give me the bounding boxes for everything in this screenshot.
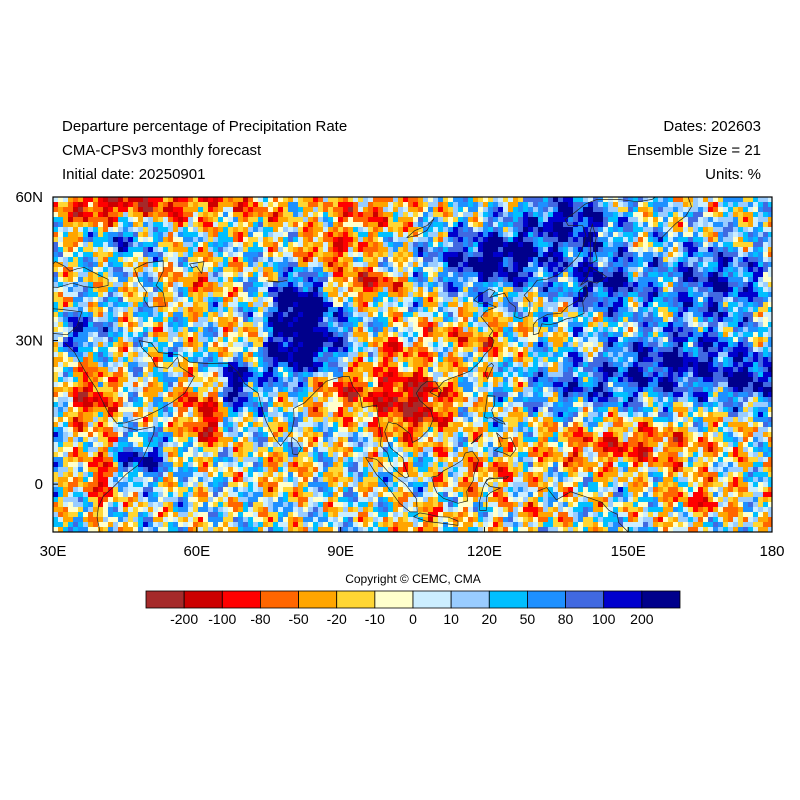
coastlines [53, 197, 692, 532]
colorbar-label: 200 [630, 611, 654, 627]
lon-tick-label: 180 [759, 543, 784, 560]
lon-tick-label: 30E [40, 543, 67, 560]
colorbar-swatch [450, 590, 490, 609]
colorbar-label: -100 [208, 611, 236, 627]
lon-tick-label: 120E [467, 543, 502, 560]
axis-ticks: 30E 60E 90E 120E 150E 180 60N 30N 0 [15, 189, 784, 560]
coastline [365, 456, 418, 513]
colorbar-swatch [221, 590, 261, 609]
coastline [291, 436, 302, 456]
coastline [589, 223, 598, 265]
map-subtitle: CMA-CPSv3 monthly forecast [62, 142, 262, 159]
coastline [493, 432, 517, 457]
colorbar-label: -10 [365, 611, 385, 627]
colorbar-swatch [641, 590, 681, 609]
coastline [266, 279, 287, 283]
coastline [484, 362, 494, 380]
coastline [96, 426, 156, 532]
colorbar-label: 50 [520, 611, 536, 627]
map-frame [52, 196, 773, 533]
colorbar-swatch [260, 590, 299, 609]
colorbar-swatch [336, 590, 376, 609]
lat-tick-label: 0 [35, 476, 43, 493]
coastline [64, 197, 656, 479]
colorbar-swatch [412, 590, 452, 609]
ensemble-size: Ensemble Size = 21 [627, 142, 761, 159]
colorbar-label: 80 [558, 611, 574, 627]
coastline [53, 308, 83, 336]
colorbar-label: -200 [170, 611, 198, 627]
coastline [134, 260, 167, 308]
colorbar-label: -50 [288, 611, 308, 627]
lon-tick-label: 60E [183, 543, 210, 560]
colorbar-swatch [565, 590, 605, 609]
colorbar-label: 0 [409, 611, 417, 627]
colorbar-swatch [298, 590, 338, 609]
coastline [479, 476, 510, 511]
precipitation-field [53, 197, 772, 532]
lon-tick-label: 150E [611, 543, 646, 560]
colorbar-label: 100 [592, 611, 616, 627]
lat-tick-label: 30N [15, 333, 43, 350]
coastline [413, 512, 459, 526]
coastline [189, 261, 205, 274]
colorbar-swatch [603, 590, 643, 609]
colorbar-swatch [374, 590, 414, 609]
colorbar: -200 -100 -80 -50 -20 -10 0 10 20 50 80 100 200 [145, 590, 681, 627]
coastline [580, 266, 608, 286]
colorbar-label: 20 [482, 611, 498, 627]
coastline [536, 487, 629, 532]
forecast-dates: Dates: 202603 [663, 118, 761, 135]
copyright-notice: Copyright © CEMC, CMA [345, 572, 481, 586]
initial-date: Initial date: 20250901 [62, 166, 206, 183]
coastline [406, 218, 435, 239]
colorbar-label: 10 [443, 611, 459, 627]
map-title: Departure percentage of Precipitation Ra… [62, 118, 348, 135]
units-label: Units: % [705, 166, 761, 183]
colorbar-swatch [488, 590, 528, 609]
lon-tick-label: 90E [327, 543, 354, 560]
colorbar-swatch [183, 590, 223, 609]
colorbar-label: -20 [327, 611, 347, 627]
colorbar-swatch [527, 590, 566, 609]
coastline [429, 387, 442, 398]
lat-tick-label: 60N [15, 189, 43, 206]
coastline [659, 197, 692, 241]
colorbar-label: -80 [250, 611, 270, 627]
coastline [484, 395, 506, 425]
colorbar-swatch [145, 590, 185, 609]
coastline [532, 284, 588, 336]
coastline [470, 433, 483, 445]
coastline [53, 261, 109, 289]
coastline [431, 450, 479, 504]
